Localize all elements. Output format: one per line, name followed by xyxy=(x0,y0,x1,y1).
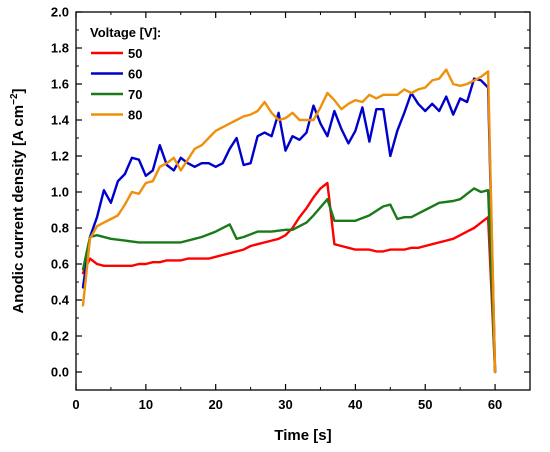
x-tick-label: 20 xyxy=(208,397,222,412)
legend-title: Voltage [V]: xyxy=(90,25,161,40)
legend: Voltage [V]: 50 60 70 80 xyxy=(90,25,161,123)
x-tick-label: 40 xyxy=(348,397,362,412)
x-tick-label: 10 xyxy=(139,397,153,412)
legend-label-50: 50 xyxy=(128,46,142,61)
y-tick-label: 1.6 xyxy=(51,77,69,92)
x-tick-label: 50 xyxy=(418,397,432,412)
x-tick-label: 60 xyxy=(488,397,502,412)
series-line-70 xyxy=(81,187,497,374)
legend-label-60: 60 xyxy=(128,67,142,82)
series-line-60 xyxy=(81,77,497,374)
x-tick-label: 30 xyxy=(278,397,292,412)
x-tick-label: 0 xyxy=(72,397,79,412)
plot-area-frame xyxy=(75,11,531,391)
y-tick-label: 1.8 xyxy=(51,41,69,56)
y-tick-label: 1.0 xyxy=(51,185,69,200)
y-tick-label: 2.0 xyxy=(51,5,69,20)
legend-label-80: 80 xyxy=(128,108,142,123)
y-axis-title-end: ] xyxy=(10,88,27,93)
y-tick-label: 0.0 xyxy=(51,365,69,380)
y-tick-label: 0.6 xyxy=(51,257,69,272)
y-tick-label: 0.2 xyxy=(51,329,69,344)
y-axis-title-superscript: −2 xyxy=(9,93,20,105)
y-tick-label: 0.4 xyxy=(51,293,70,308)
legend-label-70: 70 xyxy=(128,87,142,102)
y-tick-label: 1.4 xyxy=(51,113,70,128)
y-tick-label: 0.8 xyxy=(51,221,69,236)
y-axis-title: Anodic current density [A cm−2] xyxy=(9,88,27,313)
x-axis-title: Time [s] xyxy=(274,427,331,444)
series-line-80 xyxy=(81,68,497,374)
series-line-50 xyxy=(81,181,497,374)
y-tick-label: 1.2 xyxy=(51,149,69,164)
y-axis-title-main: Anodic current density [A cm xyxy=(10,105,27,314)
